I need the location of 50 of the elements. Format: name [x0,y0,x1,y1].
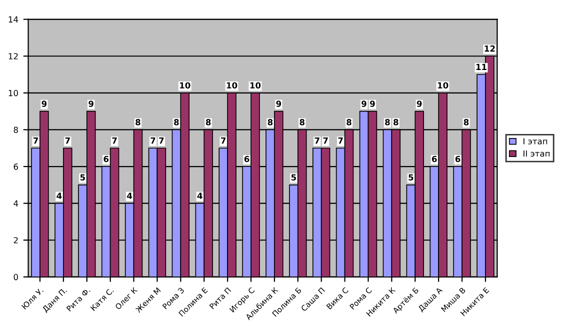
data-label: 9 [42,100,47,107]
data-label: 12 [484,45,495,52]
data-label: 7 [338,138,343,144]
data-label: 9 [362,100,366,107]
data-label: 8 [174,119,179,126]
data-label: 7 [65,138,70,144]
data-label: 8 [346,119,352,126]
y-tick-label: 2 [14,237,18,244]
data-label: 8 [385,119,390,126]
data-label: 8 [300,119,304,126]
y-tick-label: 8 [14,126,18,134]
data-label: 6 [432,156,437,162]
data-label: 7 [150,138,156,144]
legend-label: I этап [524,138,548,144]
data-label: 9 [370,100,375,107]
data-label: 9 [416,100,422,107]
data-label: 5 [80,174,85,181]
data-label: 7 [323,138,328,144]
data-label: 11 [476,64,486,70]
data-label: 10 [250,82,261,89]
data-label: 7 [314,138,320,144]
data-label: 7 [159,138,164,144]
y-tick-label: 0 [14,274,18,280]
data-label: 10 [226,82,238,89]
data-label: 8 [206,119,211,126]
data-label: 5 [408,174,414,181]
y-tick-label: 14 [8,16,18,22]
data-label: 4 [127,192,132,199]
data-label: 7 [33,138,38,144]
data-label: 10 [438,82,448,89]
data-label: 8 [136,119,140,126]
data-label: 10 [180,82,190,89]
data-label: 6 [455,156,460,162]
data-label: 7 [112,138,117,144]
data-label: 8 [268,119,273,126]
data-label: 9 [276,100,282,107]
data-label: 8 [464,119,469,126]
data-label: 4 [56,192,62,199]
y-tick-label: 10 [8,90,18,96]
data-label: 8 [394,119,398,126]
data-label: 7 [220,138,226,144]
data-label: 6 [104,156,109,162]
data-label: 4 [197,192,202,199]
data-label: 5 [291,174,296,181]
legend-label: II этап [524,150,550,157]
data-label: 6 [244,156,250,162]
y-tick-label: 4 [14,200,18,206]
y-tick-label: 12 [8,53,18,60]
data-label: 9 [88,100,94,107]
y-tick-label: 6 [14,164,18,170]
